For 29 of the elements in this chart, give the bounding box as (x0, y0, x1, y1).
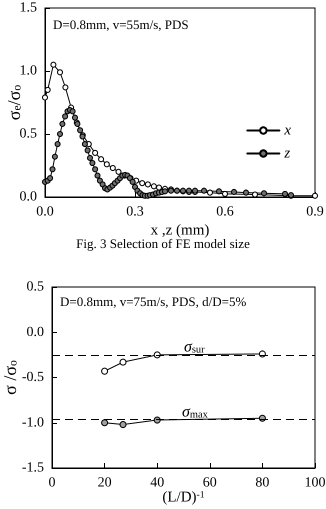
x-tick-label: 100 (304, 476, 326, 490)
x-tick-label: 60 (202, 476, 217, 490)
x-tick-label: 40 (150, 476, 164, 490)
y-tick-label: -1.5 (22, 460, 44, 476)
y-tick-label: 0.0 (26, 324, 44, 340)
x-tick-label: 0.0 (36, 204, 54, 220)
y-tick-label: 0.5 (20, 126, 37, 142)
y-tick-label: -1.0 (22, 415, 44, 430)
legend-label: x (283, 122, 292, 138)
annotation: D=0.8mm, v=55m/s, PDS (53, 17, 189, 32)
y-tick-label: 0.5 (26, 280, 44, 294)
y-axis-title: σ /σo (0, 360, 20, 395)
legend-label: z (283, 146, 290, 162)
y-tick-label: 0.0 (20, 190, 37, 204)
annotation: σsur (184, 338, 206, 356)
x-tick-label: 0 (48, 476, 56, 490)
caption: Fig. 3 Selection of FE model size (76, 236, 250, 251)
x-tick-label: 20 (98, 476, 112, 490)
x-tick-label: 0.3 (126, 204, 144, 220)
x-tick-label: 0.9 (306, 204, 324, 220)
x-tick-label: 0.6 (216, 204, 234, 220)
x-tick-label: 80 (255, 476, 270, 490)
y-tick-label: 1.0 (20, 64, 37, 78)
x-axis-title: x ,z (mm) (150, 222, 210, 238)
annotation: D=0.8mm, v=75m/s, PDS, d/D=5% (60, 294, 246, 309)
y-tick-label: 1.5 (20, 0, 37, 16)
y-axis-title: σe/σo (4, 84, 24, 120)
annotation: σmax (182, 404, 209, 420)
y-tick-label: -0.5 (22, 370, 44, 385)
